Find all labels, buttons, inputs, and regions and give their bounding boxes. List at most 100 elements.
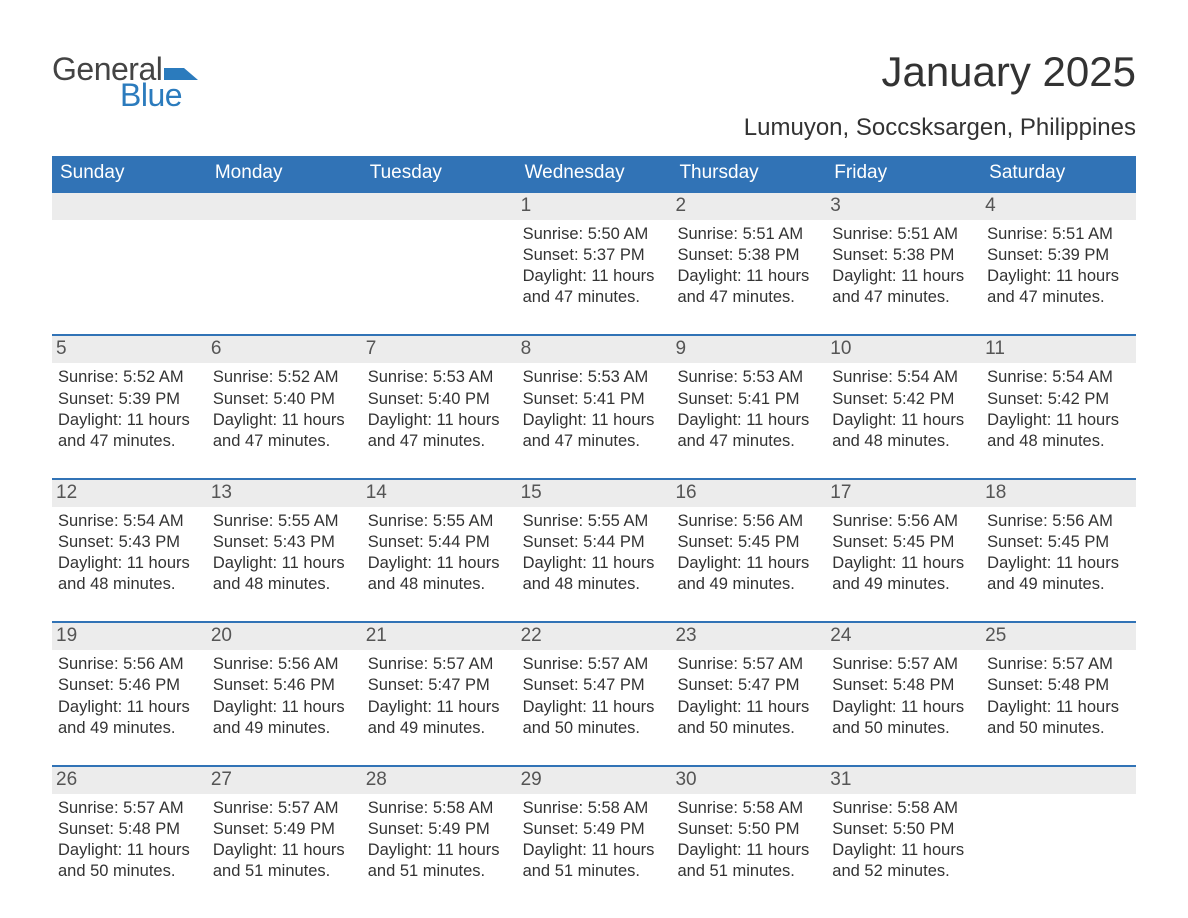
day-details: Sunrise: 5:57 AMSunset: 5:47 PMDaylight:… [677,654,820,738]
sunrise-line-label: Sunrise: [58,512,119,530]
day-cell: . [362,191,517,334]
day-details: Sunrise: 5:57 AMSunset: 5:47 PMDaylight:… [368,654,511,738]
sunrise-line-value: 5:56 AM [123,655,184,673]
day-number: 24 [826,621,981,650]
daylight-line: Daylight: 11 hours and 47 minutes. [58,410,201,452]
sunrise-line: Sunrise: 5:57 AM [368,654,511,675]
sunrise-line-value: 5:57 AM [433,655,494,673]
day-details: Sunrise: 5:51 AMSunset: 5:39 PMDaylight:… [987,224,1130,308]
daylight-line-label: Daylight: [368,411,432,429]
daylight-line: Daylight: 11 hours and 50 minutes. [677,697,820,739]
sunrise-line-value: 5:57 AM [123,799,184,817]
sunset-line: Sunset: 5:43 PM [58,532,201,553]
sunrise-line-label: Sunrise: [58,799,119,817]
sunrise-line-value: 5:54 AM [1052,368,1113,386]
day-details: Sunrise: 5:51 AMSunset: 5:38 PMDaylight:… [832,224,975,308]
day-number: 29 [517,765,672,794]
day-number: 11 [981,334,1136,363]
sunset-line: Sunset: 5:46 PM [213,675,356,696]
sunset-line-label: Sunset: [677,390,733,408]
day-details: Sunrise: 5:57 AMSunset: 5:47 PMDaylight:… [523,654,666,738]
daylight-line: Daylight: 11 hours and 48 minutes. [987,410,1130,452]
sunrise-line-label: Sunrise: [677,655,738,673]
sunset-line-label: Sunset: [523,820,579,838]
sunrise-line-value: 5:58 AM [588,799,649,817]
sunset-line: Sunset: 5:47 PM [523,675,666,696]
day-number: 18 [981,478,1136,507]
sunrise-line: Sunrise: 5:52 AM [213,367,356,388]
sunrise-line-label: Sunrise: [523,799,584,817]
day-details: Sunrise: 5:54 AMSunset: 5:42 PMDaylight:… [832,367,975,451]
daylight-line-label: Daylight: [523,841,587,859]
daylight-line-label: Daylight: [368,554,432,572]
sunset-line-value: 5:40 PM [428,390,489,408]
day-number: . [52,191,207,220]
day-details: Sunrise: 5:56 AMSunset: 5:45 PMDaylight:… [987,511,1130,595]
sunrise-line: Sunrise: 5:54 AM [832,367,975,388]
sunset-line: Sunset: 5:41 PM [523,389,666,410]
sunrise-line-label: Sunrise: [523,655,584,673]
sunset-line-label: Sunset: [677,533,733,551]
sunrise-line-label: Sunrise: [987,512,1048,530]
sunset-line: Sunset: 5:38 PM [677,245,820,266]
week-row: 12Sunrise: 5:54 AMSunset: 5:43 PMDayligh… [52,478,1136,621]
sunrise-line: Sunrise: 5:51 AM [987,224,1130,245]
sunset-line-label: Sunset: [523,533,579,551]
sunset-line-value: 5:50 PM [738,820,799,838]
daylight-line: Daylight: 11 hours and 48 minutes. [58,553,201,595]
sunrise-line-label: Sunrise: [832,799,893,817]
sunrise-line-label: Sunrise: [523,225,584,243]
day-cell: 2Sunrise: 5:51 AMSunset: 5:38 PMDaylight… [671,191,826,334]
daylight-line-label: Daylight: [368,841,432,859]
sunset-line-value: 5:47 PM [428,676,489,694]
sunset-line: Sunset: 5:45 PM [677,532,820,553]
sunrise-line-value: 5:55 AM [588,512,649,530]
sunset-line-label: Sunset: [677,246,733,264]
sunset-line-label: Sunset: [832,246,888,264]
day-details: Sunrise: 5:58 AMSunset: 5:50 PMDaylight:… [677,798,820,882]
sunset-line-label: Sunset: [58,676,114,694]
sunset-line-label: Sunset: [368,820,424,838]
day-cell: 11Sunrise: 5:54 AMSunset: 5:42 PMDayligh… [981,334,1136,477]
sunset-line-value: 5:47 PM [583,676,644,694]
daylight-line-label: Daylight: [677,411,741,429]
sunset-line-label: Sunset: [987,246,1043,264]
sunset-line-label: Sunset: [368,533,424,551]
sunrise-line-label: Sunrise: [213,512,274,530]
day-number: 23 [671,621,826,650]
day-cell: 18 Sunrise: 5:56 AMSunset: 5:45 PMDayligh… [981,478,1136,621]
sunrise-line-label: Sunrise: [523,512,584,530]
day-number: 16 [671,478,826,507]
day-number: 7 [362,334,517,363]
sunrise-line-value: 5:50 AM [588,225,649,243]
day-cell: 31Sunrise: 5:58 AMSunset: 5:50 PMDayligh… [826,765,981,908]
day-cell: 10Sunrise: 5:54 AMSunset: 5:42 PMDayligh… [826,334,981,477]
sunrise-line: Sunrise: 5:58 AM [677,798,820,819]
sunrise-line: Sunrise: 5:52 AM [58,367,201,388]
sunset-line-value: 5:41 PM [583,390,644,408]
day-number: 17 [826,478,981,507]
daylight-line: Daylight: 11 hours and 47 minutes. [677,410,820,452]
sunset-line-label: Sunset: [987,676,1043,694]
sunset-line-value: 5:50 PM [893,820,954,838]
sunset-line-label: Sunset: [987,533,1043,551]
sunset-line-value: 5:43 PM [273,533,334,551]
sunset-line-value: 5:44 PM [428,533,489,551]
sunrise-line: Sunrise: 5:53 AM [677,367,820,388]
sunrise-line-value: 5:57 AM [1052,655,1113,673]
day-number: 28 [362,765,517,794]
day-details: Sunrise: 5:54 AMSunset: 5:43 PMDaylight:… [58,511,201,595]
sunrise-line: Sunrise: 5:57 AM [832,654,975,675]
day-number: 30 [671,765,826,794]
sunset-line-value: 5:48 PM [893,676,954,694]
daylight-line: Daylight: 11 hours and 48 minutes. [368,553,511,595]
day-cell: 4Sunrise: 5:51 AMSunset: 5:39 PMDaylight… [981,191,1136,334]
sunset-line-value: 5:49 PM [273,820,334,838]
sunrise-line: Sunrise: 5:54 AM [58,511,201,532]
day-details: Sunrise: 5:53 AMSunset: 5:40 PMDaylight:… [368,367,511,451]
daylight-line: Daylight: 11 hours and 49 minutes. [368,697,511,739]
daylight-line-label: Daylight: [58,411,122,429]
sunset-line-value: 5:46 PM [273,676,334,694]
title-block: January 2025 Lumuyon, Soccsksargen, Phil… [744,48,1136,142]
day-number: 31 [826,765,981,794]
